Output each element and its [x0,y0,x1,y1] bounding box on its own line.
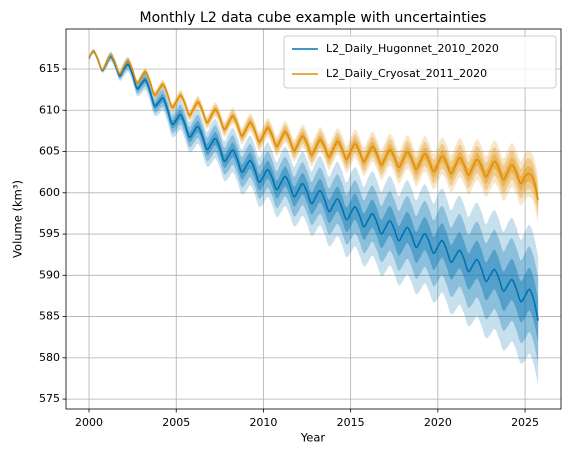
x-axis-label: Year [300,431,326,445]
legend-label: L2_Daily_Cryosat_2011_2020 [326,67,487,80]
y-axis-label: Volume (km³) [11,180,25,258]
legend-label: L2_Daily_Hugonnet_2010_2020 [326,42,499,55]
chart-title: Monthly L2 data cube example with uncert… [140,10,487,26]
y-tick-label: 605 [39,145,60,158]
lines [88,50,539,321]
legend: L2_Daily_Hugonnet_2010_2020 L2_Daily_Cryo… [283,35,557,89]
x-tick-label: 2000 [75,416,103,429]
axes: 2000 2005 2010 2015 2020 2025 575 580 585 590 595 6… [39,28,562,429]
y-tick-label: 590 [39,268,60,281]
y-tick-label: 595 [39,227,60,240]
x-tick-label: 2025 [511,416,539,429]
y-tick-label: 585 [39,310,60,323]
x-tick-label: 2010 [249,416,277,429]
y-tick-label: 600 [39,186,60,199]
x-tick-label: 2020 [424,416,452,429]
plot-frame [65,28,562,410]
series-line [88,50,539,321]
uncertainty-band [89,50,539,343]
legend-box [283,35,557,89]
y-tick-label: 615 [39,62,60,75]
uncertainty-band [89,49,539,364]
series-line [88,50,539,201]
x-tick-label: 2005 [162,416,190,429]
y-tick-label: 610 [39,103,60,116]
y-tick-label: 575 [39,392,60,405]
bands [89,48,539,386]
x-tick-label: 2015 [337,416,365,429]
y-tick-label: 580 [39,351,60,364]
